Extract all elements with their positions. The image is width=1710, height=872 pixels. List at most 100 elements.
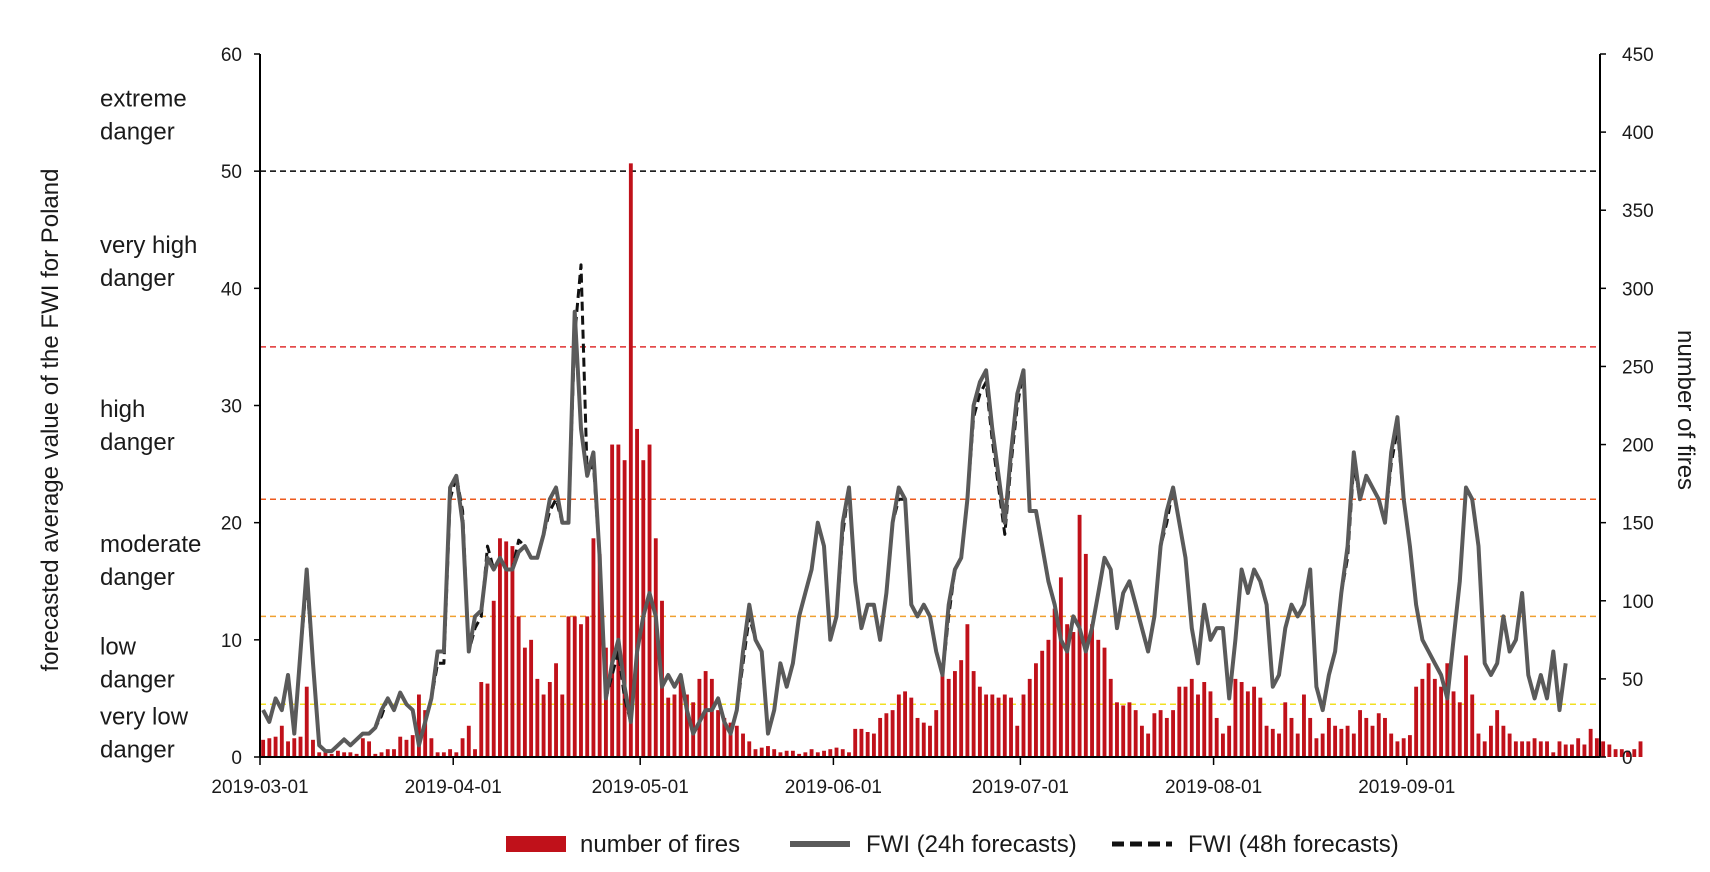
fires-bar [1582,744,1587,757]
fires-bar [1389,733,1394,757]
fires-bar [298,736,303,757]
legend-label-fwi48: FWI (48h forecasts) [1188,831,1399,858]
fires-bar [1177,686,1182,757]
fires-bar [847,752,851,757]
fires-bar [1202,682,1207,757]
fires-bar [1015,725,1020,757]
fires-bar [473,749,477,757]
fires-bar [591,538,596,757]
right-axis-label: number of fires [1672,330,1699,490]
fires-bar [385,749,390,757]
fires-bar [1464,655,1468,757]
fires-bar [1426,663,1431,757]
right-tick-label: 0 [1622,748,1633,769]
fires-bar [541,694,546,757]
fires-bar [784,750,789,757]
danger-zone-label: danger [100,737,175,764]
fires-bar [585,616,590,757]
fires-bar [1364,717,1369,757]
fires-bar [716,710,721,757]
fires-bar [1445,663,1450,757]
fires-bar [367,741,372,757]
fires-bar [1532,738,1537,757]
fires-bar [348,752,353,757]
fires-bar [572,616,577,757]
axes: 0 10 20 30 40 50 60 0 50 100 150 200 250 300 350 400 450… [211,45,1653,798]
fires-bar [491,600,496,757]
fires-bar [1601,741,1606,757]
fires-bar [1495,710,1500,757]
danger-zone-label: danger [100,429,175,456]
fires-bar [672,694,677,757]
right-tick-label: 50 [1622,670,1643,691]
fires-bar [684,694,689,757]
fires-bar [903,691,908,757]
fires-bar [1077,514,1082,757]
fires-bar [479,682,484,757]
fires-bar [1507,733,1512,757]
fires-bar [323,750,328,757]
fires-bar [1239,682,1244,757]
danger-zone-label: high [100,396,145,423]
fires-bar [279,725,284,757]
legend-label-fires: number of fires [580,831,740,858]
fires-bar [1133,710,1138,757]
fires-bar [890,710,895,757]
fires-bar [1308,717,1313,757]
fires-bar [435,752,440,757]
fires-bar [1208,691,1213,757]
fires-bar [859,728,864,757]
fires-bar [1058,577,1063,757]
fires-bar [1220,733,1225,757]
fires-bar [498,538,502,757]
fires-bar [653,538,658,757]
legend: number of fires FWI (24h forecasts) FWI … [506,831,1399,858]
right-tick-label: 350 [1622,201,1654,222]
left-tick-label: 40 [221,279,242,300]
fires-bar [616,444,621,757]
danger-zone-label: moderate [100,531,201,558]
fires-bar [1632,749,1637,757]
fwi48-line [261,263,1568,753]
fires-bar [635,428,640,757]
danger-zone-label: low [100,633,137,660]
fires-bar [1457,702,1462,757]
fires-bar [1557,741,1562,757]
fires-bar [878,717,883,757]
fires-bar [828,749,833,757]
fires-bar [840,749,845,757]
x-tick-label: 2019-06-01 [785,777,882,798]
fires-bar [466,725,471,757]
x-tick-label: 2019-09-01 [1358,777,1455,798]
fires-bar [1289,717,1294,757]
fires-bar [267,738,272,757]
fires-bar [1420,678,1425,757]
fires-bar [522,647,527,757]
fires-bar [1576,738,1581,757]
fires-bar [759,747,764,757]
fires-bar [423,710,428,757]
fires-bar [1302,694,1306,757]
fires-bar [398,736,403,757]
fires-bar [1545,741,1549,757]
fires-bar [547,682,552,757]
fires-bar [1139,725,1144,757]
fires-bar [1520,741,1525,757]
left-axis-label: forecasted average value of the FWI for … [37,169,64,672]
right-tick-label: 400 [1622,123,1654,144]
fires-bar [871,733,876,757]
fires-bar [311,739,315,757]
fires-bar [834,747,839,757]
fires-bar [1096,639,1101,757]
fires-bar [410,735,415,757]
fires-bar [261,739,266,757]
fires-bar [1083,553,1088,757]
fires-bar [822,750,826,757]
fires-bar [1383,717,1387,757]
fires-bar [1638,741,1643,757]
fires-bar [1351,733,1356,757]
fires-bar [304,686,309,757]
fires-bar [1152,713,1157,757]
fires-bar [504,541,509,757]
fires-bar [984,694,989,757]
